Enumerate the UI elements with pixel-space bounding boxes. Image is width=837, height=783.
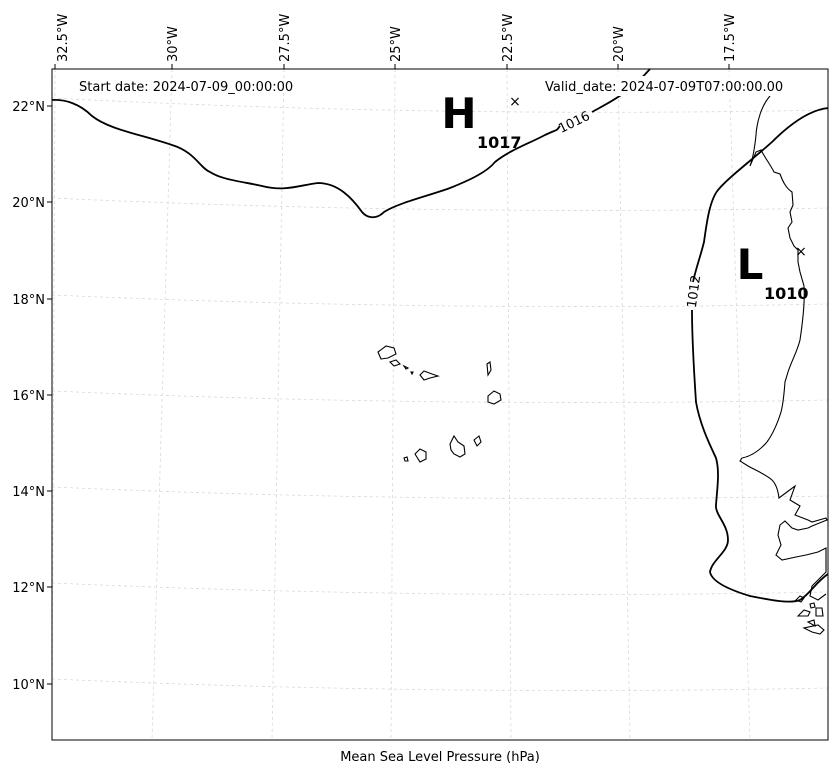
longitude-label: 17.5°W — [723, 14, 738, 62]
high-pressure-marker: × — [509, 94, 521, 110]
africa-coast — [739, 95, 828, 635]
island-sao-nicolau — [419, 370, 440, 381]
meridian-line — [506, 68, 512, 741]
longitude-label: 30°W — [166, 26, 181, 62]
valid-date-background — [545, 76, 803, 96]
low-pressure-marker: × — [795, 244, 807, 260]
cape-verde-islands — [377, 345, 502, 463]
island-sao-vicente — [388, 359, 402, 367]
latitude-label: 20°N — [12, 196, 45, 211]
parallel-line — [51, 197, 829, 211]
island-fogo — [414, 448, 427, 463]
axis-ticks — [47, 64, 730, 685]
meridian-line — [617, 68, 631, 741]
latitude-label: 14°N — [12, 485, 45, 500]
island-boa-vista — [487, 390, 502, 405]
meridian-line — [271, 68, 285, 741]
longitude-label: 25°W — [389, 26, 404, 62]
parallel-line — [51, 582, 829, 595]
longitude-label: 32.5°W — [56, 14, 71, 62]
low-pressure-letter: L — [737, 240, 764, 289]
high-pressure-letter: H — [441, 89, 476, 138]
longitude-label: 20°W — [612, 26, 627, 62]
isobars — [51, 68, 829, 603]
coastline — [739, 95, 828, 635]
meridian-line — [728, 68, 751, 741]
map-caption: Mean Sea Level Pressure (hPa) — [340, 750, 540, 765]
island-santiago — [449, 434, 466, 458]
longitude-label: 22.5°W — [501, 14, 516, 62]
start-date-text: Start date: 2024-07-09_00:00:00 — [79, 80, 293, 95]
latitude-label: 22°N — [12, 100, 45, 115]
island-santa-luzia — [402, 364, 410, 370]
map-frame — [51, 68, 829, 741]
bijagos-islands — [795, 595, 816, 609]
parallel-line — [51, 97, 829, 113]
latitude-labels: 22°N 20°N 18°N 16°N 14°N 12°N 10°N — [12, 100, 45, 693]
isobar-label: 1016 — [556, 109, 592, 137]
longitude-label: 27.5°W — [278, 14, 293, 62]
high-pressure-center: H 1017 × — [441, 89, 521, 152]
parallel-line — [51, 486, 829, 499]
isobar-1012 — [691, 107, 829, 603]
latitude-label: 16°N — [12, 389, 45, 404]
low-pressure-value: 1010 — [764, 284, 809, 303]
isobar-1016 — [51, 68, 651, 219]
parallel-line — [51, 678, 829, 691]
longitude-labels: 32.5°W 30°W 27.5°W 25°W 22.5°W 20°W 17.5… — [56, 14, 738, 62]
latitude-label: 10°N — [12, 678, 45, 693]
meridian-line — [151, 68, 173, 741]
low-pressure-center: L 1010 × — [737, 240, 809, 303]
island-raso — [410, 371, 414, 376]
island-brava — [403, 456, 409, 462]
graticule — [51, 68, 829, 741]
parallel-line — [51, 390, 829, 403]
meridian-line — [390, 68, 396, 741]
island-santo-antao — [377, 345, 397, 360]
island-maio — [473, 435, 482, 447]
parallel-line — [51, 294, 829, 307]
high-pressure-value: 1017 — [477, 133, 522, 152]
isobar-label: 1012 — [685, 274, 704, 309]
island-sal — [486, 361, 492, 377]
valid-date-text: Valid_date: 2024-07-09T07:00:00.00 — [545, 80, 783, 95]
latitude-label: 18°N — [12, 293, 45, 308]
latitude-label: 12°N — [12, 581, 45, 596]
